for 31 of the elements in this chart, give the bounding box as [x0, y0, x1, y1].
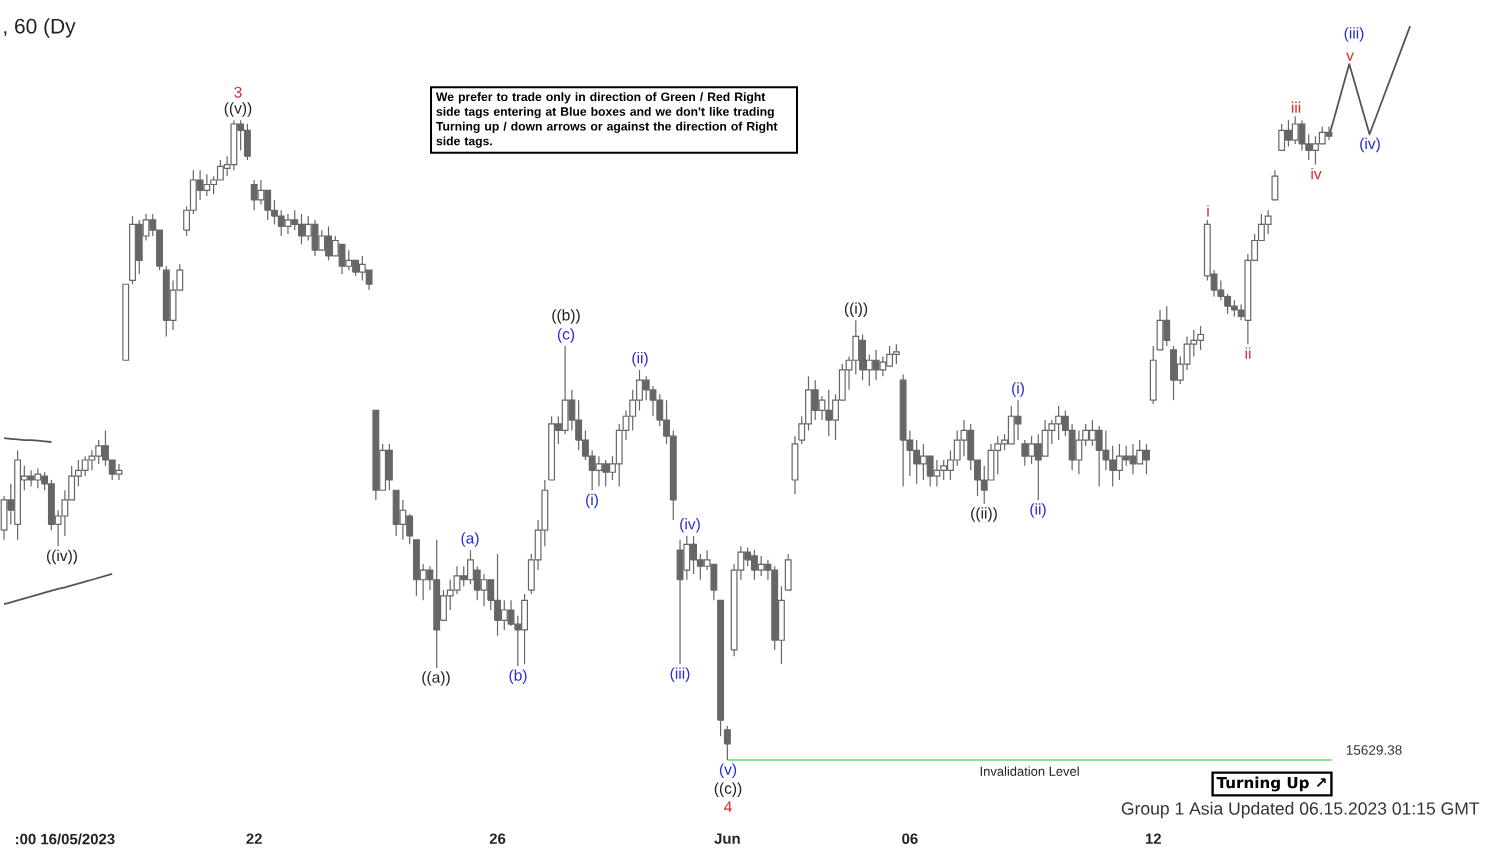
candlestick [561, 345, 569, 435]
candlestick [818, 395, 826, 421]
candlestick [257, 179, 265, 206]
candlestick [1325, 125, 1333, 141]
candlestick [203, 173, 211, 197]
candlestick [649, 385, 657, 417]
candlestick [88, 449, 96, 471]
candlestick [1014, 399, 1022, 441]
candlestick [115, 463, 123, 481]
candlestick [676, 539, 684, 665]
candlestick [933, 459, 941, 488]
candlestick [1129, 443, 1137, 475]
chart-title: , 60 (Dy [4, 18, 76, 38]
candlestick [284, 213, 292, 235]
candlestick [480, 573, 488, 607]
candlestick [960, 419, 968, 457]
candlestick [34, 467, 42, 489]
text: Group 1 Asia Updated 06.15.2023 01:15 GMT [1121, 801, 1480, 819]
candlestick [1068, 423, 1076, 471]
candlestick [433, 539, 441, 669]
candlestick [0, 495, 8, 541]
candlestick [1075, 429, 1083, 475]
candlestick [311, 219, 319, 257]
candlestick [899, 373, 907, 488]
candlestick [1298, 119, 1306, 151]
candlestick [27, 469, 35, 488]
candlestick [595, 455, 603, 488]
candlestick [507, 599, 515, 627]
candlestick [230, 119, 238, 171]
candlestick [872, 349, 880, 381]
candlestick [453, 565, 461, 595]
